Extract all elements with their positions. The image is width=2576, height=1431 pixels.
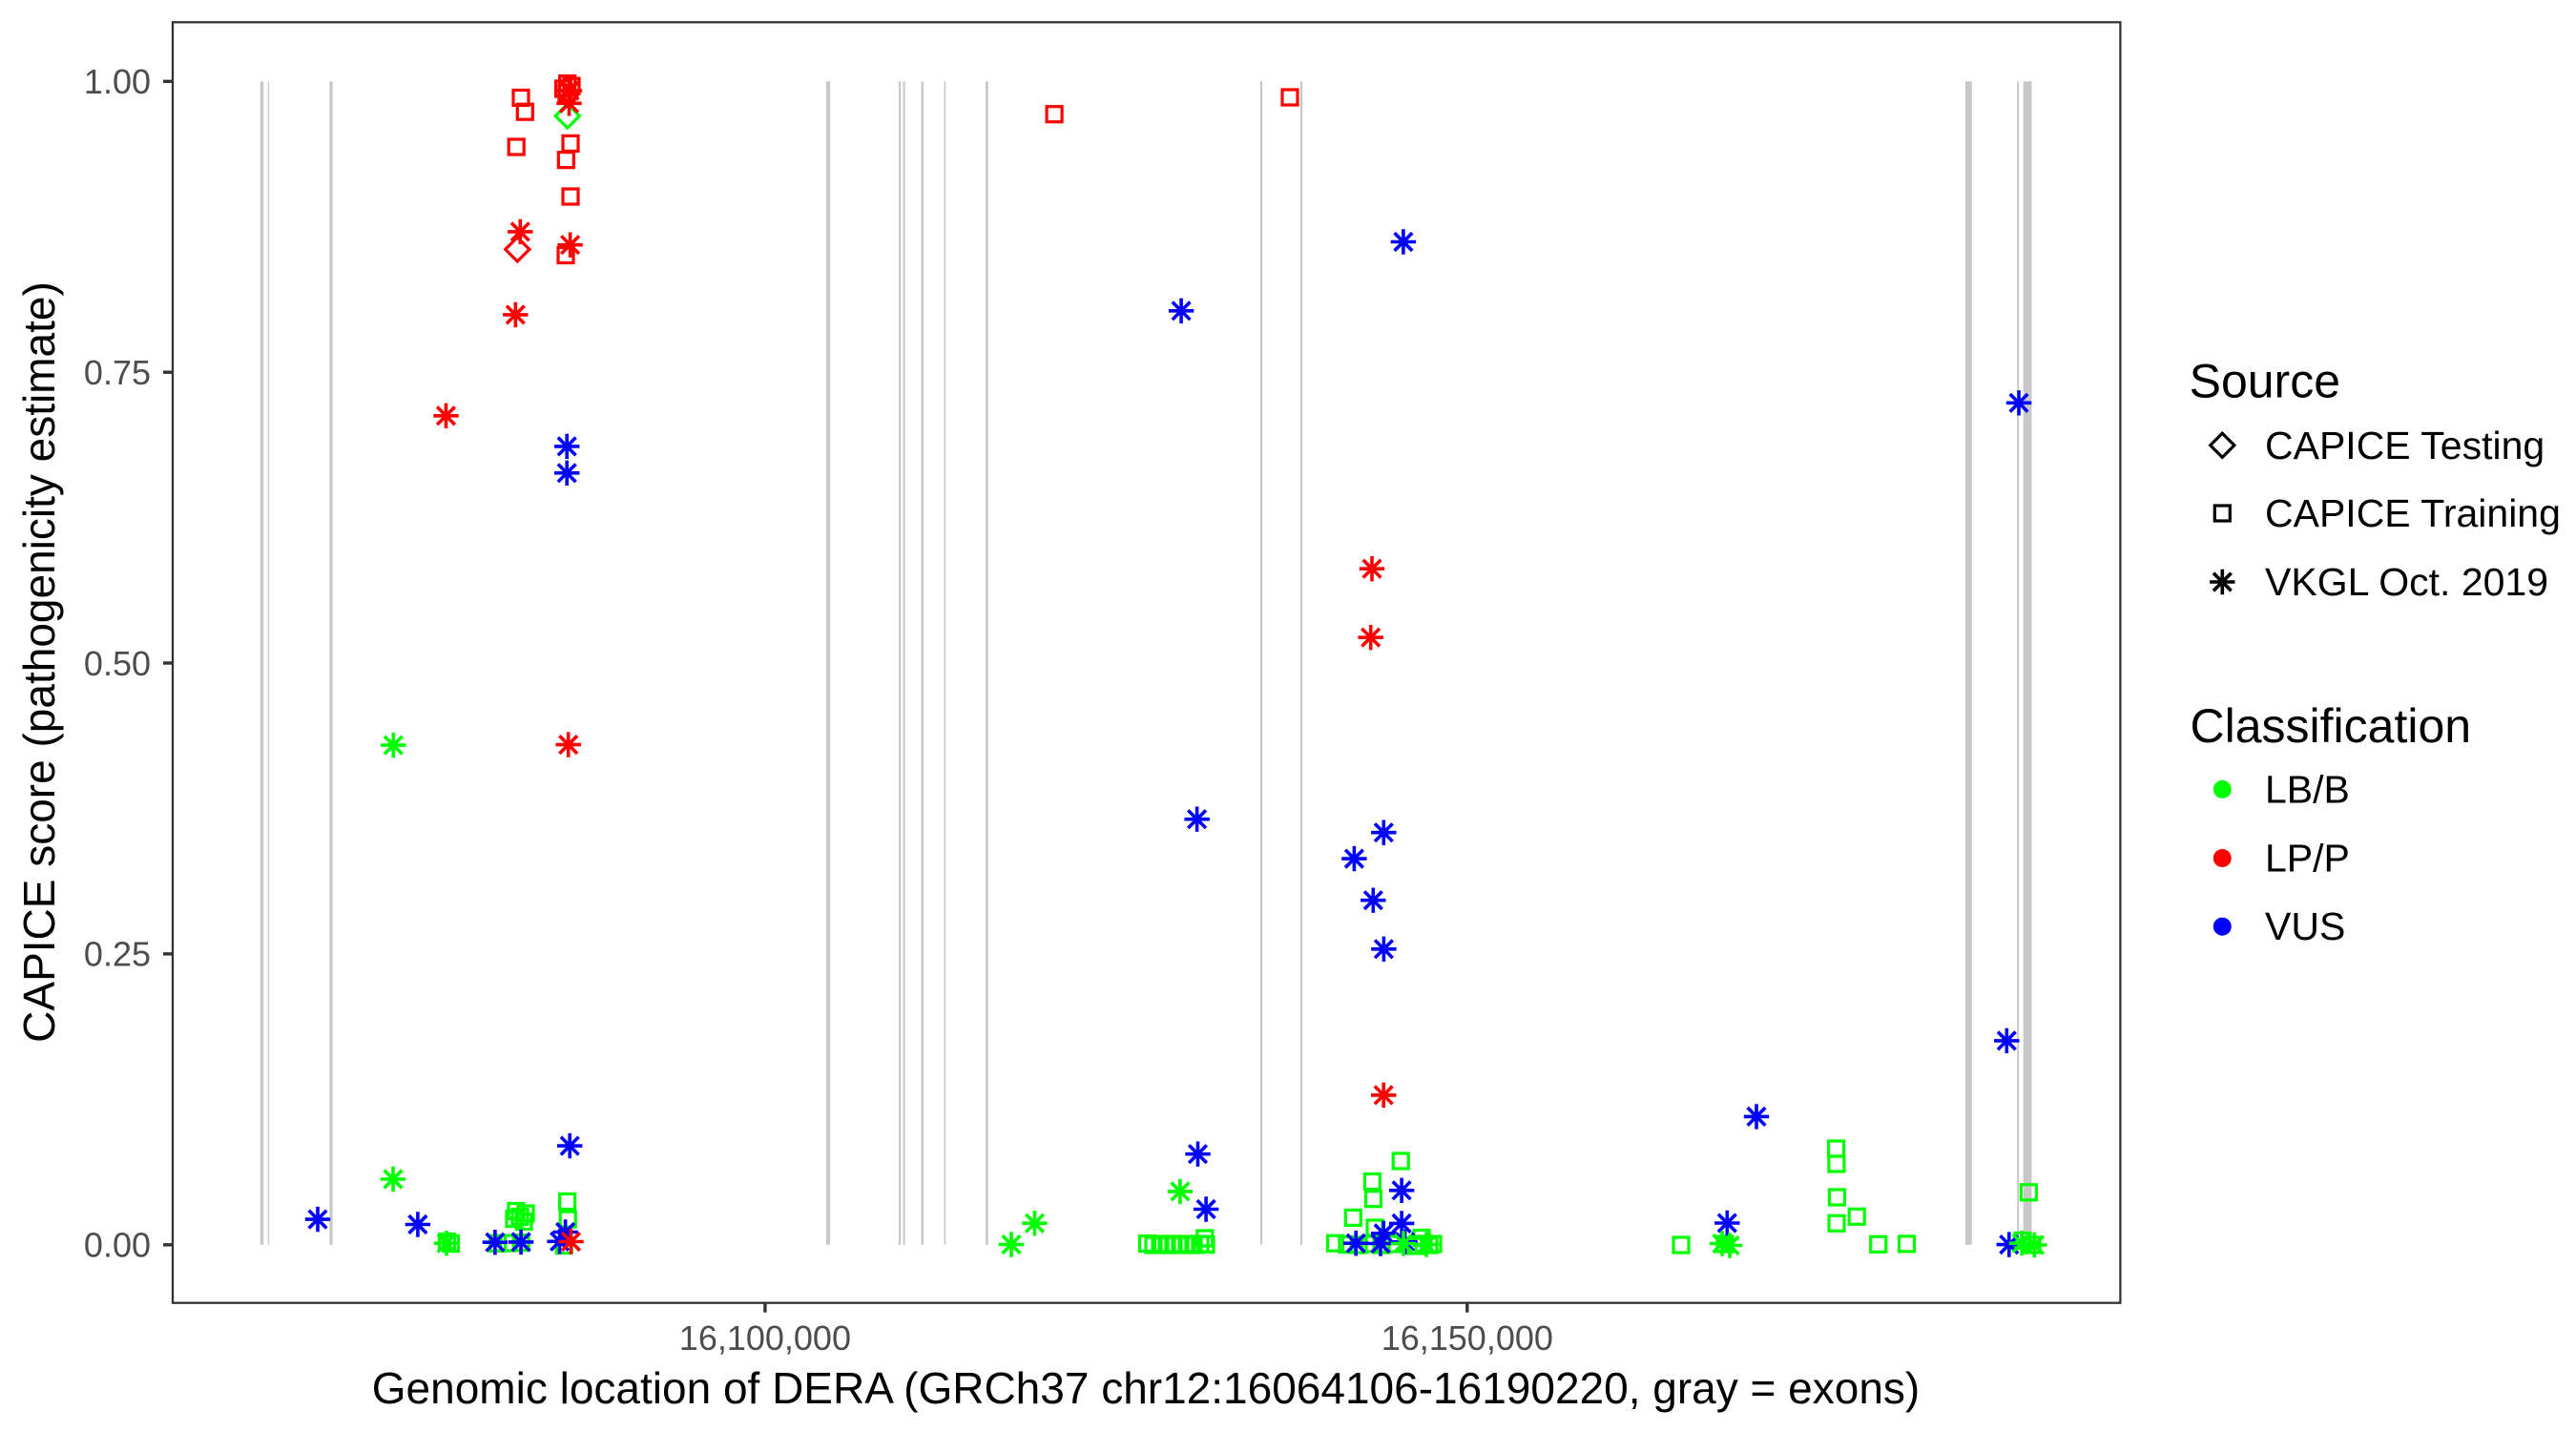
svg-text:VKGL Oct. 2019: VKGL Oct. 2019 [2265,560,2548,604]
svg-text:1.00: 1.00 [84,62,151,101]
svg-text:16,150,000: 16,150,000 [1381,1318,1553,1358]
svg-text:Genomic location of DERA (GRCh: Genomic location of DERA (GRCh37 chr12:1… [372,1363,1920,1413]
svg-text:0.75: 0.75 [84,353,151,392]
svg-text:0.25: 0.25 [84,935,151,974]
svg-text:16,100,000: 16,100,000 [679,1318,851,1358]
svg-text:LP/P: LP/P [2265,837,2350,881]
svg-text:Classification: Classification [2191,699,2472,753]
svg-text:CAPICE score (pathogenicity es: CAPICE score (pathogenicity estimate) [14,281,64,1043]
svg-text:VUS: VUS [2265,904,2345,948]
svg-text:CAPICE Training: CAPICE Training [2265,491,2561,535]
svg-text:CAPICE Testing: CAPICE Testing [2265,424,2545,467]
svg-text:Source: Source [2190,355,2340,408]
svg-text:0.50: 0.50 [84,644,151,683]
svg-text:LB/B: LB/B [2265,767,2350,811]
svg-text:0.00: 0.00 [84,1226,151,1265]
